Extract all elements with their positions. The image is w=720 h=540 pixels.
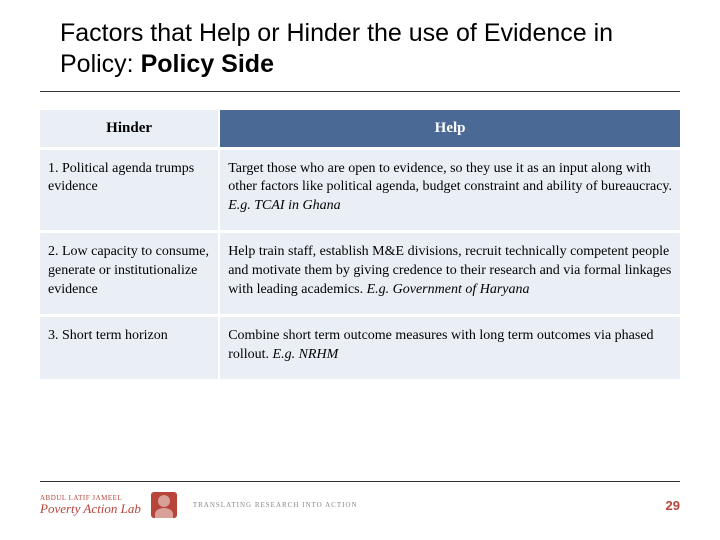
title-bold: Policy Side [141, 50, 274, 78]
footer: ABDUL LATIF JAMEEL Poverty Action Lab TR… [40, 481, 680, 518]
page-number: 29 [666, 498, 680, 513]
help-cell: Help train staff, establish M&E division… [219, 232, 680, 316]
footer-tagline: TRANSLATING RESEARCH INTO ACTION [193, 501, 358, 509]
hinder-cell: 1. Political agenda trumps evidence [40, 148, 219, 232]
help-text: Target those who are open to evidence, s… [228, 161, 672, 195]
table-row: 3. Short term horizon Combine short term… [40, 315, 680, 378]
hinder-cell: 2. Low capacity to consume, generate or … [40, 232, 219, 316]
slide-title: Factors that Help or Hinder the use of E… [40, 18, 680, 81]
help-example: E.g. TCAI in Ghana [228, 198, 340, 213]
table-row: 2. Low capacity to consume, generate or … [40, 232, 680, 316]
jpal-logo-icon [151, 492, 177, 518]
slide: Factors that Help or Hinder the use of E… [0, 0, 720, 540]
footer-divider [40, 481, 680, 482]
help-cell: Target those who are open to evidence, s… [219, 148, 680, 232]
col-header-help: Help [219, 110, 680, 149]
hinder-cell: 3. Short term horizon [40, 315, 219, 378]
factors-table: Hinder Help 1. Political agenda trumps e… [40, 110, 680, 379]
logo-text: ABDUL LATIF JAMEEL Poverty Action Lab [40, 495, 141, 516]
logo-line2: Poverty Action Lab [40, 502, 141, 516]
help-example: E.g. NRHM [273, 347, 339, 362]
table-row: 1. Political agenda trumps evidence Targ… [40, 148, 680, 232]
help-example: E.g. Government of Haryana [367, 282, 530, 297]
table-header-row: Hinder Help [40, 110, 680, 149]
help-cell: Combine short term outcome measures with… [219, 315, 680, 378]
logo-block: ABDUL LATIF JAMEEL Poverty Action Lab TR… [40, 492, 358, 518]
title-divider [40, 91, 680, 92]
footer-row: ABDUL LATIF JAMEEL Poverty Action Lab TR… [40, 492, 680, 518]
col-header-hinder: Hinder [40, 110, 219, 149]
